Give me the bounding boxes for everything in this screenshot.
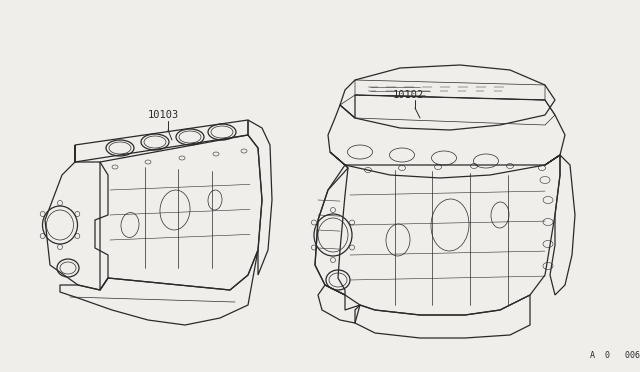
- Text: 10102: 10102: [393, 90, 424, 100]
- Text: 10103: 10103: [148, 110, 179, 120]
- Text: A  0   006: A 0 006: [590, 351, 640, 360]
